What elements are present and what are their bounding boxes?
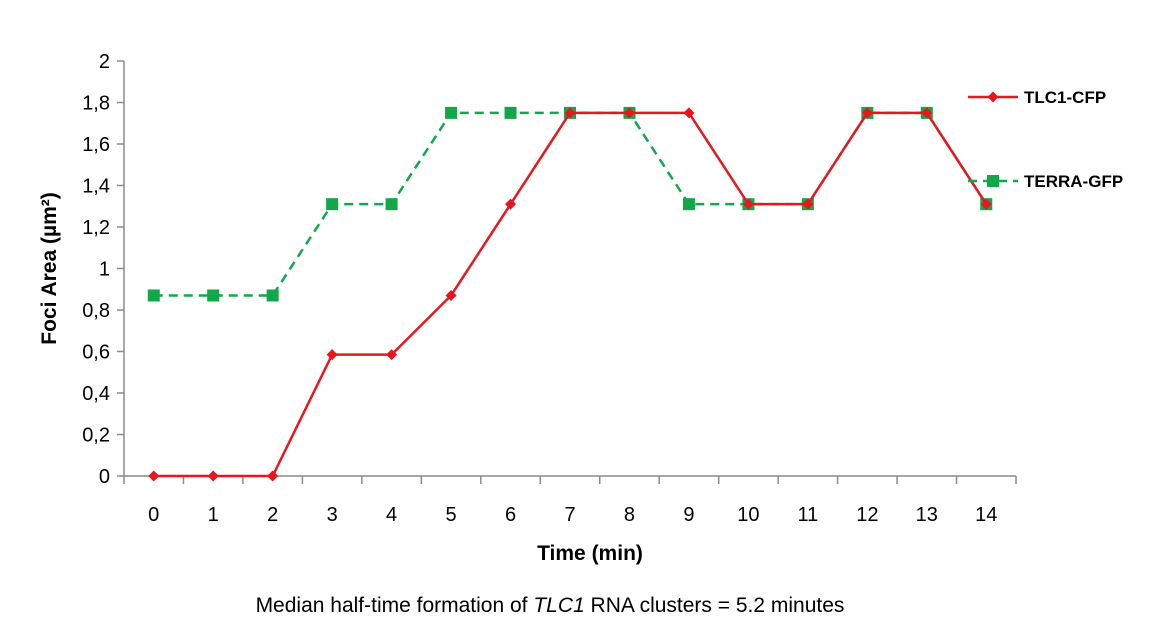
x-tick-label: 9: [683, 504, 694, 526]
y-tick-label: 1,8: [82, 93, 110, 115]
y-tick-label: 0,2: [82, 425, 110, 447]
x-tick-label: 7: [564, 504, 575, 526]
caption-text-before: Median half-time formation of: [255, 594, 534, 617]
data-point-tlc1-cfp: [326, 349, 338, 361]
data-point-terra-gfp: [326, 198, 339, 211]
data-point-terra-gfp: [207, 289, 220, 302]
legend-label-tlc1-cfp: TLC1-CFP: [1024, 88, 1106, 107]
y-tick-label: 0,8: [82, 300, 110, 322]
y-tick-label: 0,6: [82, 342, 110, 364]
y-tick-label: 1,4: [82, 176, 110, 198]
data-point-tlc1-cfp: [148, 470, 160, 482]
data-point-tlc1-cfp: [445, 289, 457, 301]
x-axis-title: Time (min): [537, 542, 643, 565]
x-tick-label: 2: [267, 504, 278, 526]
x-tick-label: 4: [386, 504, 397, 526]
data-point-tlc1-cfp: [623, 107, 635, 119]
y-tick-label: 1: [99, 259, 110, 281]
data-point-tlc1-cfp: [564, 107, 576, 119]
x-tick-label: 6: [505, 504, 516, 526]
caption-text-after: RNA clusters = 5.2 minutes: [584, 594, 845, 617]
data-point-tlc1-cfp: [921, 107, 933, 119]
x-tick-label: 14: [975, 504, 997, 526]
data-point-tlc1-cfp: [386, 349, 398, 361]
data-point-terra-gfp: [266, 289, 279, 302]
x-tick-label: 10: [737, 504, 759, 526]
series-line-terra-gfp: [153, 111, 988, 297]
x-tick-label: 11: [797, 504, 818, 526]
y-tick-label: 0,4: [82, 383, 110, 405]
data-point-terra-gfp: [147, 289, 160, 302]
legend-marker-tlc1-cfp: [987, 91, 999, 103]
data-point-terra-gfp: [385, 198, 398, 211]
y-tick-label: 1,6: [82, 134, 110, 156]
data-point-tlc1-cfp: [802, 198, 814, 210]
line-chart: 00,20,40,60,811,21,41,61,820 1 2 3 4 5 6 7 8 9 10 1…: [38, 51, 1123, 565]
y-axis-title: Foci Area (µm²): [38, 192, 61, 345]
x-tick-label: 13: [916, 504, 938, 526]
data-point-terra-gfp: [504, 106, 517, 119]
x-tick-label: 5: [446, 504, 457, 526]
legend-label-terra-gfp: TERRA-GFP: [1024, 172, 1123, 191]
data-point-tlc1-cfp: [683, 107, 695, 119]
x-tick-label: 3: [327, 504, 338, 526]
x-tick-label: 8: [624, 504, 635, 526]
data-point-tlc1-cfp: [207, 470, 219, 482]
data-point-terra-gfp: [445, 106, 458, 119]
x-tick-label: 1: [208, 504, 219, 526]
y-tick-label: 2: [99, 51, 110, 73]
x-tick-label: 0: [148, 504, 159, 526]
caption-italic-gene: TLC1: [533, 594, 585, 617]
data-point-tlc1-cfp: [980, 198, 992, 210]
data-point-tlc1-cfp: [505, 198, 517, 210]
chart-caption: Median half-time formation of TLC1 RNA c…: [0, 594, 1100, 618]
data-point-tlc1-cfp: [861, 107, 873, 119]
y-tick-label: 0: [99, 466, 110, 488]
data-point-tlc1-cfp: [267, 470, 279, 482]
data-point-tlc1-cfp: [742, 198, 754, 210]
x-tick-label: 12: [856, 504, 878, 526]
y-tick-label: 1,2: [82, 217, 110, 239]
data-point-terra-gfp: [682, 198, 695, 211]
legend-marker-terra-gfp: [987, 175, 999, 187]
